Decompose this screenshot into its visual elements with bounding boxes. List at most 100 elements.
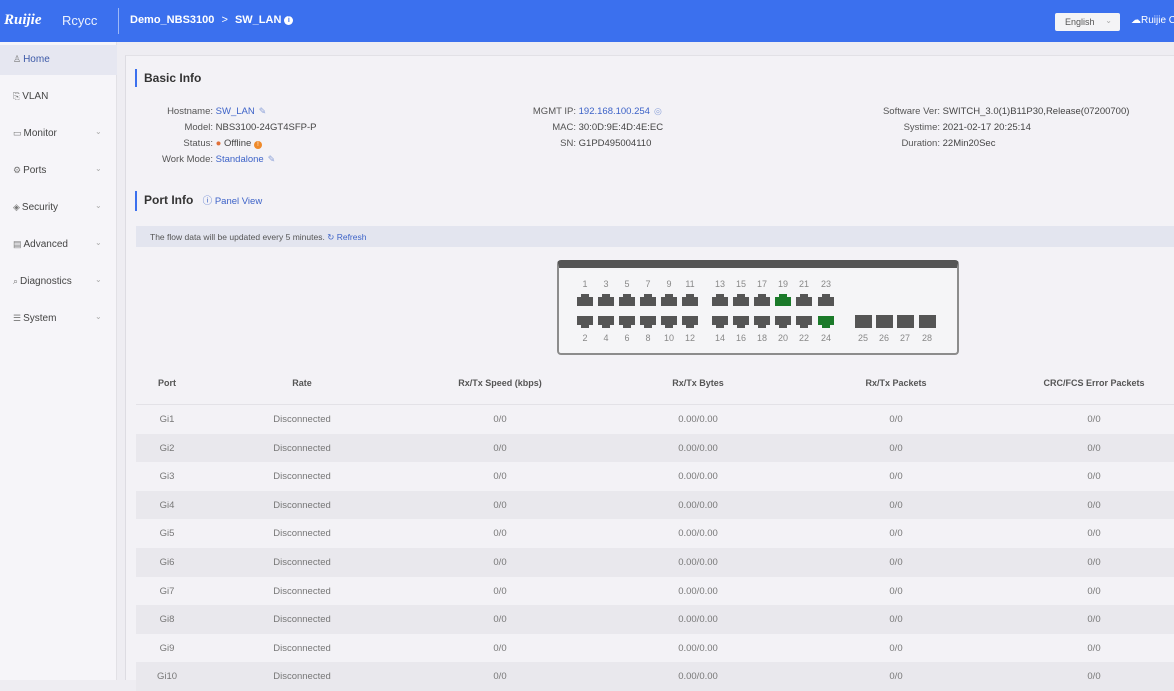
globe-icon[interactable]: ◎: [653, 106, 662, 116]
port-2[interactable]: [577, 316, 593, 328]
cloud-link[interactable]: ☁Ruijie C: [1131, 15, 1174, 26]
table-cell: 0/0: [889, 499, 903, 511]
table-cell: 0/0: [493, 671, 507, 683]
port-16[interactable]: [733, 316, 749, 328]
port-10[interactable]: [661, 316, 677, 328]
sidebar-item-security[interactable]: ◈ Security ⌄: [0, 193, 117, 223]
table-cell: Disconnected: [273, 499, 331, 511]
sidebar-item-label: Security: [21, 202, 59, 213]
table-cell: 0/0: [493, 557, 507, 568]
table-cell: 0/0: [889, 585, 903, 597]
port-24[interactable]: [818, 316, 834, 328]
table-cell: 0/0: [889, 471, 903, 483]
table-cell: 0/0: [889, 557, 903, 568]
port-number-label: 9: [666, 279, 672, 289]
chevron-down-icon: ⌄: [95, 201, 102, 210]
port-5[interactable]: [619, 294, 635, 306]
sidebar-item-home[interactable]: ♙ Home: [0, 45, 117, 75]
table-cell: 0/0: [1087, 499, 1101, 511]
table-cell: Gi8: [159, 614, 175, 626]
table-cell: Gi5: [159, 528, 175, 540]
sn-value: G1PD495004110: [578, 138, 652, 149]
mgmt-ip-value[interactable]: 192.168.100.254: [578, 106, 650, 117]
warning-icon[interactable]: !: [253, 141, 262, 149]
sidebar-item-vlan[interactable]: ⎘ VLAN: [0, 82, 117, 112]
port-7[interactable]: [640, 294, 656, 306]
table-cell: Gi6: [159, 557, 175, 568]
port-19[interactable]: [775, 294, 791, 306]
port-12[interactable]: [682, 316, 698, 328]
divider: [118, 8, 119, 34]
table-cell: Gi1: [159, 414, 175, 425]
table-row: Gi6 Disconnected 0/0 0.00/0.00 0/0 0/0: [136, 548, 1174, 577]
sidebar-item-monitor[interactable]: ▭ Monitor ⌄: [0, 119, 117, 149]
sfp-port-27[interactable]: [897, 315, 914, 328]
label: Model:: [184, 122, 213, 133]
systime-field: Systime: 2021-02-17 20:25:14: [860, 122, 1031, 133]
port-14[interactable]: [712, 316, 728, 328]
port-number-label: 19: [777, 279, 788, 289]
gear-icon: ⚙: [13, 165, 22, 175]
sfp-port-28[interactable]: [919, 315, 936, 328]
panel-view-label: Panel View: [214, 196, 263, 207]
software-value: SWITCH_3.0(1)B11P30,Release(07200700): [942, 106, 1130, 117]
status-value: Offline: [224, 138, 252, 149]
port-23[interactable]: [818, 294, 834, 306]
port-number-label: 15: [735, 279, 746, 289]
language-select[interactable]: English ⌄: [1055, 13, 1120, 31]
port-9[interactable]: [661, 294, 677, 306]
port-number-label: 20: [777, 333, 788, 343]
port-6[interactable]: [619, 316, 635, 328]
port-1[interactable]: [577, 294, 593, 306]
sfp-port-26[interactable]: [876, 315, 893, 328]
mgmt-ip-field: MGMT IP: 192.168.100.254 ◎: [500, 106, 662, 117]
briefcase-icon: ▤: [13, 239, 22, 249]
sidebar-item-label: Diagnostics: [20, 276, 72, 287]
edit-icon[interactable]: ✎: [267, 154, 276, 164]
port-11[interactable]: [682, 294, 698, 306]
column-header: Rx/Tx Bytes: [672, 378, 724, 388]
port-20[interactable]: [775, 316, 791, 328]
port-17[interactable]: [754, 294, 770, 306]
sidebar-item-label: Advanced: [23, 239, 68, 250]
sidebar-item-ports[interactable]: ⚙ Ports ⌄: [0, 156, 117, 186]
sidebar-item-system[interactable]: ☰ System ⌄: [0, 304, 117, 334]
top-bar: Ruijie Rcycc Demo_NBS3100 > SW_LAN i Engl…: [0, 0, 1174, 42]
port-number-label: 10: [663, 333, 674, 343]
info-icon[interactable]: i: [284, 16, 294, 25]
refresh-button[interactable]: ↻ Refresh: [327, 232, 366, 242]
edit-icon[interactable]: ✎: [258, 106, 267, 116]
port-18[interactable]: [754, 316, 770, 328]
table-cell: 0/0: [889, 671, 903, 683]
column-header: Rx/Tx Packets: [865, 378, 927, 388]
port-number-label: 11: [685, 279, 695, 289]
port-21[interactable]: [796, 294, 812, 306]
work-mode-value[interactable]: Standalone: [215, 154, 264, 165]
table-cell: 0/0: [1087, 642, 1101, 654]
port-15[interactable]: [733, 294, 749, 306]
flow-notice: The flow data will be updated every 5 mi…: [136, 226, 1174, 247]
breadcrumb-parent[interactable]: Demo_NBS3100: [130, 14, 215, 26]
sidebar-item-diagnostics[interactable]: ⌕ Diagnostics ⌄: [0, 267, 117, 297]
sfp-port-25[interactable]: [855, 315, 872, 328]
reyee-logo: Rcycc: [62, 13, 98, 28]
port-13[interactable]: [712, 294, 728, 306]
panel-view-link[interactable]: ⓘ Panel View: [203, 196, 263, 207]
table-cell: Disconnected: [273, 557, 331, 568]
port-number-label: 18: [756, 333, 767, 343]
table-cell: 0.00/0.00: [678, 614, 718, 626]
port-8[interactable]: [640, 316, 656, 328]
hostname-value: SW_LAN: [215, 106, 255, 117]
port-22[interactable]: [796, 316, 812, 328]
table-cell: 0/0: [889, 414, 903, 425]
table-row: Gi1 Disconnected 0/0 0.00/0.00 0/0 0/0: [136, 405, 1174, 434]
port-number-label: 14: [714, 333, 725, 343]
port-4[interactable]: [598, 316, 614, 328]
port-number-label: 25: [857, 333, 868, 343]
duration-field: Duration: 22Min20Sec: [860, 138, 995, 149]
duration-value: 22Min20Sec: [942, 138, 996, 149]
table-row: Gi2 Disconnected 0/0 0.00/0.00 0/0 0/0: [136, 433, 1174, 463]
sidebar-item-advanced[interactable]: ▤ Advanced ⌄: [0, 230, 117, 260]
port-3[interactable]: [598, 294, 614, 306]
chevron-down-icon: ⌄: [1105, 16, 1112, 25]
